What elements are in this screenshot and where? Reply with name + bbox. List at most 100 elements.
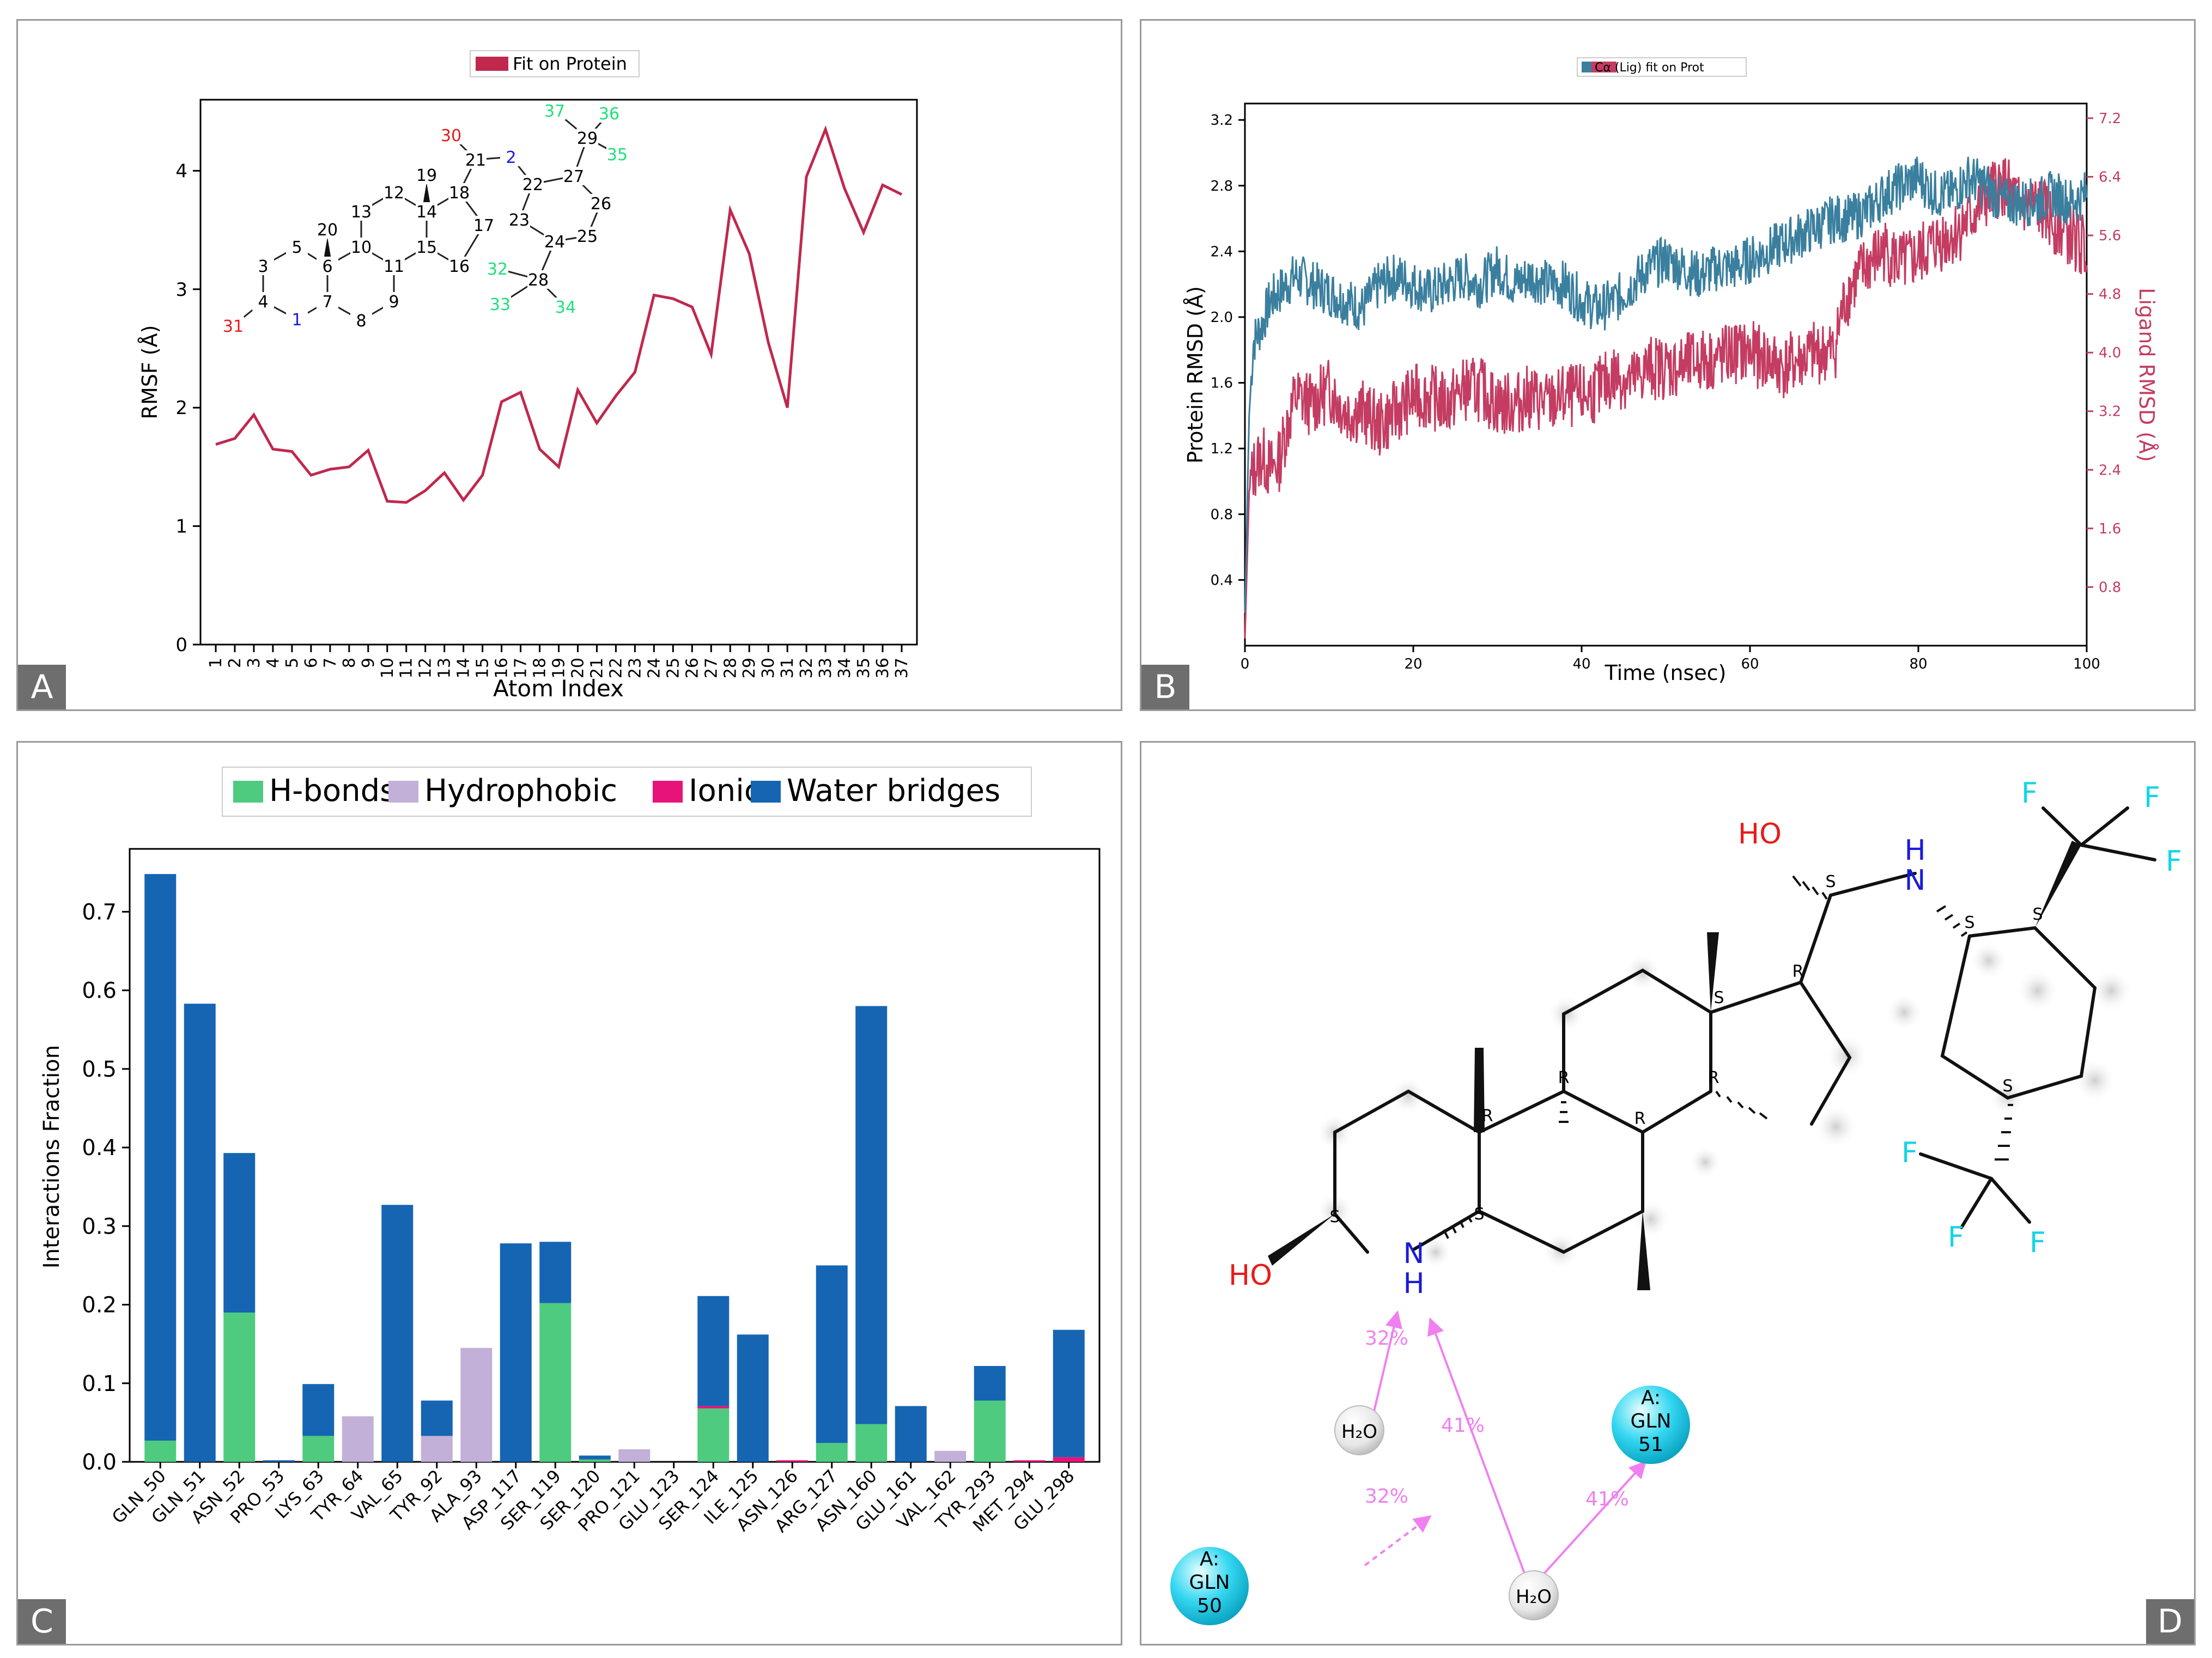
amine-bottom-n: N — [1403, 1237, 1425, 1270]
atom-label-bg — [350, 238, 372, 256]
y-tick-left-label: 1.2 — [1211, 441, 1233, 457]
y-tick-right-label: 1.6 — [2099, 521, 2121, 537]
bars — [144, 874, 1085, 1462]
y-tick-right-label: 4.0 — [2099, 345, 2121, 361]
x-tick-label: 40 — [1572, 656, 1590, 672]
panel-label-b: B — [1141, 665, 1189, 709]
atom-index-label: 12 — [384, 184, 404, 203]
y-tick-right-label: 0.8 — [2099, 579, 2121, 596]
legend-swatch — [388, 781, 418, 803]
bar-segment-h-bonds — [223, 1312, 256, 1462]
svg-text:R: R — [1634, 1109, 1646, 1128]
atom-label-bg — [576, 129, 598, 147]
y-tick-label: 0.0 — [82, 1450, 117, 1475]
atom-label-bg — [350, 202, 372, 221]
y-tick-label: 0.4 — [82, 1135, 117, 1161]
bar-segment-water-bridges — [421, 1400, 453, 1436]
y-tick-left-label: 0.8 — [1211, 507, 1233, 523]
atom-index-label: 15 — [416, 238, 437, 257]
atom-index-label: 9 — [388, 293, 399, 312]
hashed-bonds — [1443, 875, 2013, 1239]
x-tick-label: 22 — [606, 658, 625, 678]
atom-index-label: 5 — [291, 238, 302, 257]
atom-label-bg — [544, 232, 566, 251]
water-molecule: H₂O — [1509, 1570, 1559, 1620]
y-axis-label: Interactions Fraction — [39, 1045, 64, 1268]
x-tick-label: 14 — [454, 658, 473, 678]
x-tick-label: 37 — [892, 658, 911, 678]
panel-label-c: C — [18, 1599, 66, 1644]
atom-index-label: 36 — [599, 105, 619, 124]
atom-label-bg — [383, 292, 405, 311]
atom-index-label: 13 — [351, 203, 372, 222]
atom-index-label: 25 — [577, 227, 598, 246]
atom-label-bg — [286, 310, 308, 329]
bar-segment-water-bridges — [184, 1004, 216, 1462]
svg-text:50: 50 — [1197, 1595, 1222, 1617]
wedge-bond — [324, 237, 331, 259]
x-tick-label: 28 — [721, 658, 740, 678]
bar-segment-ionic — [697, 1406, 730, 1408]
bar-segment-water-bridges — [381, 1205, 414, 1462]
legend-swatch — [653, 781, 683, 803]
legend: Cα (Lig) fit on Prot — [1577, 57, 1747, 77]
x-tick-label: 17 — [512, 658, 531, 678]
plot-area — [199, 99, 918, 646]
x-tick-label: 31 — [778, 658, 797, 678]
x-tick-label: 29 — [740, 658, 759, 678]
bar-segment-ionic — [776, 1460, 809, 1462]
bar-segment-water-bridges — [697, 1296, 730, 1406]
atom-index-label: 35 — [607, 145, 628, 165]
bar-segment-hydrophobic — [618, 1449, 651, 1462]
y-axis-label: RMSF (Å) — [138, 325, 162, 420]
atom-label-bg — [606, 145, 628, 163]
cf3-bonds — [1892, 806, 2156, 1229]
atom-label-bg — [448, 183, 470, 202]
svg-text:S: S — [2032, 905, 2043, 924]
atom-label-bg — [317, 292, 338, 311]
bar-segment-water-bridges — [144, 874, 177, 1441]
x-tick-label: 8 — [340, 658, 359, 668]
atom-label-bg — [598, 104, 620, 123]
panel-label-d: D — [2146, 1599, 2194, 1644]
x-tick-label: 6 — [302, 658, 321, 668]
atom-label-bg — [508, 210, 530, 229]
atom-index-label: 34 — [555, 298, 576, 317]
svg-text:S: S — [2002, 1077, 2013, 1096]
x-tick-label: 33 — [816, 658, 835, 678]
y-tick-right-label: 5.6 — [2099, 228, 2121, 244]
x-tick-label: 20 — [1404, 656, 1422, 672]
stereo-bonds — [1268, 841, 2081, 1290]
bar-segment-water-bridges — [1053, 1329, 1085, 1457]
x-tick-label: 5 — [283, 658, 302, 668]
y-tick-label: 0.1 — [82, 1371, 117, 1396]
atom-index-label: 1 — [291, 311, 302, 330]
atom-label-bg — [465, 150, 487, 169]
legend-swatch — [476, 57, 508, 71]
atom-label-bg — [383, 183, 405, 202]
atom-label-bg — [416, 166, 437, 184]
x-tick-label: 60 — [1741, 656, 1759, 672]
x-tick-label: 13 — [435, 658, 454, 678]
atom-label-bg — [440, 126, 462, 144]
x-tick-label: 23 — [625, 658, 645, 678]
x-tick-label: 26 — [683, 658, 702, 678]
atom-label-bg — [252, 292, 274, 311]
atom-label-bg — [527, 270, 549, 289]
atom-label-bg — [317, 220, 338, 239]
rmsd-chart: Cα (Lig) fit on Prot 0 20 40 60 80 100 0.4 0.8 1… — [1183, 57, 2159, 685]
y-tick-left-label: 2.0 — [1211, 309, 1233, 326]
bar-segment-h-bonds — [855, 1424, 888, 1462]
water-molecule: H₂O — [1334, 1405, 1384, 1455]
stereo-labels: S S R R R S R R S S S S — [1329, 872, 2043, 1226]
atom-index-label: 10 — [351, 238, 372, 257]
y-axis-right-label: Ligand RMSD (Å) — [2135, 288, 2159, 462]
x-tick-label: 24 — [645, 658, 664, 678]
x-tick-label: 21 — [587, 658, 606, 678]
atom-label-bg — [222, 317, 244, 335]
svg-text:H₂O: H₂O — [1341, 1421, 1377, 1443]
atom-label-bg — [448, 257, 470, 275]
atom-index-label: 4 — [258, 293, 268, 312]
atom-label-bg — [555, 297, 576, 316]
